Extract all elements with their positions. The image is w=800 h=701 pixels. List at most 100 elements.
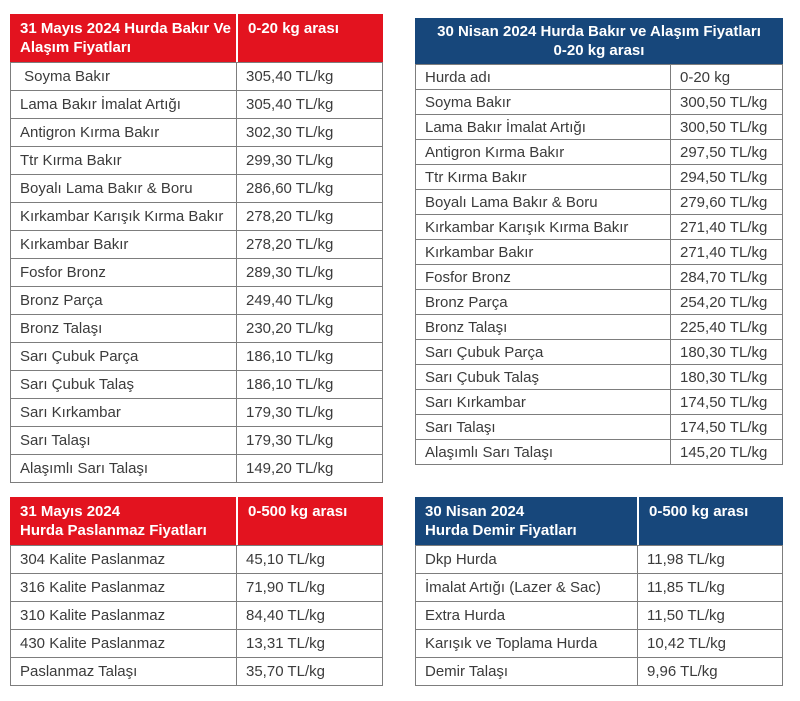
table-row: Antigron Kırma Bakır 302,30 TL/kg <box>10 118 383 147</box>
item-price-cell: 284,70 TL/kg <box>670 264 783 290</box>
table-row: Boyalı Lama Bakır & Boru 286,60 TL/kg <box>10 174 383 203</box>
weight-range-label: 0-20 kg arası <box>553 42 645 59</box>
item-name-cell: Demir Talaşı <box>415 657 638 686</box>
item-price-cell: 294,50 TL/kg <box>670 164 783 190</box>
column-header-row: Hurda adı 0-20 kg <box>415 64 783 90</box>
item-price-cell: 249,40 TL/kg <box>236 286 383 315</box>
item-price-cell: 300,50 TL/kg <box>670 89 783 115</box>
table-row: 430 Kalite Paslanmaz 13,31 TL/kg <box>10 629 383 658</box>
table-title: 31 Mayıs 2024 Hurda Paslanmaz Fiyatları <box>10 497 236 545</box>
table-row: 316 Kalite Paslanmaz 71,90 TL/kg <box>10 573 383 602</box>
item-name-cell: Sarı Kırkambar <box>415 389 671 415</box>
item-price-cell: 302,30 TL/kg <box>236 118 383 147</box>
table-title-line: 30 Nisan 2024 <box>425 503 525 520</box>
table-row: Demir Talaşı 9,96 TL/kg <box>415 657 783 686</box>
table-title-line: 30 Nisan 2024 Hurda Bakır ve Alaşım Fiya… <box>437 23 761 40</box>
table-row: Karışık ve Toplama Hurda 10,42 TL/kg <box>415 629 783 658</box>
table-row: Kırkambar Karışık Kırma Bakır 271,40 TL/k… <box>415 214 783 240</box>
item-name-cell: Sarı Talaşı <box>10 426 237 455</box>
table-row: Dkp Hurda 11,98 TL/kg <box>415 545 783 574</box>
table-row: Paslanmaz Talaşı 35,70 TL/kg <box>10 657 383 686</box>
item-name-cell: Extra Hurda <box>415 601 638 630</box>
table-row: Kırkambar Bakır 278,20 TL/kg <box>10 230 383 259</box>
table-title-line: Alaşım Fiyatları <box>20 39 131 56</box>
item-price-cell: 300,50 TL/kg <box>670 114 783 140</box>
item-price-cell: 35,70 TL/kg <box>236 657 383 686</box>
table-row: Kırkambar Karışık Kırma Bakır 278,20 TL/k… <box>10 202 383 231</box>
item-name-cell: Sarı Çubuk Parça <box>10 342 237 371</box>
item-price-cell: 149,20 TL/kg <box>236 454 383 483</box>
item-name-cell: Ttr Kırma Bakır <box>415 164 671 190</box>
item-name-cell: Antigron Kırma Bakır <box>10 118 237 147</box>
item-price-cell: 230,20 TL/kg <box>236 314 383 343</box>
table-row: Sarı Kırkambar 174,50 TL/kg <box>415 389 783 415</box>
item-price-cell: 186,10 TL/kg <box>236 370 383 399</box>
item-price-cell: 84,40 TL/kg <box>236 601 383 630</box>
item-price-cell: 10,42 TL/kg <box>637 629 783 658</box>
item-name-cell: 310 Kalite Paslanmaz <box>10 601 237 630</box>
price-table: 304 Kalite Paslanmaz 45,10 TL/kg 316 Kalit… <box>10 545 383 686</box>
item-price-cell: 11,50 TL/kg <box>637 601 783 630</box>
item-price-cell: 0-20 kg <box>670 64 783 90</box>
table-title: 31 Mayıs 2024 Hurda Bakır Ve Alaşım Fiya… <box>10 14 236 62</box>
item-price-cell: 11,98 TL/kg <box>637 545 783 574</box>
item-name-cell: Fosfor Bronz <box>415 264 671 290</box>
table-row: Sarı Çubuk Talaş 180,30 TL/kg <box>415 364 783 390</box>
item-price-cell: 278,20 TL/kg <box>236 202 383 231</box>
table-row: Alaşımlı Sarı Talaşı 145,20 TL/kg <box>415 439 783 465</box>
item-name-cell: Soyma Bakır <box>10 62 237 91</box>
table-row: Soyma Bakır 300,50 TL/kg <box>415 89 783 115</box>
item-price-cell: 289,30 TL/kg <box>236 258 383 287</box>
table-row: Sarı Çubuk Parça 180,30 TL/kg <box>415 339 783 365</box>
item-name-cell: Lama Bakır İmalat Artığı <box>10 90 237 119</box>
item-price-cell: 305,40 TL/kg <box>236 90 383 119</box>
table-april-copper-alloy: 30 Nisan 2024 Hurda Bakır ve Alaşım Fiya… <box>415 18 783 465</box>
table-row: Extra Hurda 11,50 TL/kg <box>415 601 783 630</box>
item-price-cell: 305,40 TL/kg <box>236 62 383 91</box>
item-name-cell: Paslanmaz Talaşı <box>10 657 237 686</box>
item-name-cell: Soyma Bakır <box>415 89 671 115</box>
table-header: 30 Nisan 2024 Hurda Bakır ve Alaşım Fiya… <box>415 18 783 64</box>
item-name-cell: 304 Kalite Paslanmaz <box>10 545 237 574</box>
table-row: Boyalı Lama Bakır & Boru 279,60 TL/kg <box>415 189 783 215</box>
item-price-cell: 279,60 TL/kg <box>670 189 783 215</box>
table-row: Ttr Kırma Bakır 294,50 TL/kg <box>415 164 783 190</box>
price-table: Dkp Hurda 11,98 TL/kg İmalat Artığı (Lazer… <box>415 545 783 686</box>
item-name-cell: Sarı Talaşı <box>415 414 671 440</box>
item-name-cell: Kırkambar Karışık Kırma Bakır <box>415 214 671 240</box>
table-row: Lama Bakır İmalat Artığı 300,50 TL/kg <box>415 114 783 140</box>
item-name-cell: Ttr Kırma Bakır <box>10 146 237 175</box>
item-price-cell: 145,20 TL/kg <box>670 439 783 465</box>
table-row: Sarı Talaşı 174,50 TL/kg <box>415 414 783 440</box>
item-price-cell: 180,30 TL/kg <box>670 339 783 365</box>
item-price-cell: 225,40 TL/kg <box>670 314 783 340</box>
table-title-line: Hurda Paslanmaz Fiyatları <box>20 522 207 539</box>
item-name-cell: Lama Bakır İmalat Artığı <box>415 114 671 140</box>
item-price-cell: 299,30 TL/kg <box>236 146 383 175</box>
item-price-cell: 254,20 TL/kg <box>670 289 783 315</box>
item-price-cell: 297,50 TL/kg <box>670 139 783 165</box>
item-price-cell: 174,50 TL/kg <box>670 389 783 415</box>
weight-range-label: 0-500 kg arası <box>236 497 383 545</box>
table-may-copper-alloy: 31 Mayıs 2024 Hurda Bakır Ve Alaşım Fiya… <box>10 14 383 483</box>
item-price-cell: 271,40 TL/kg <box>670 239 783 265</box>
item-name-cell: Alaşımlı Sarı Talaşı <box>415 439 671 465</box>
item-price-cell: 174,50 TL/kg <box>670 414 783 440</box>
item-price-cell: 45,10 TL/kg <box>236 545 383 574</box>
table-title-line: 31 Mayıs 2024 Hurda Bakır Ve <box>20 20 231 37</box>
table-row: Bronz Talaşı 230,20 TL/kg <box>10 314 383 343</box>
item-name-cell: Karışık ve Toplama Hurda <box>415 629 638 658</box>
table-april-iron: 30 Nisan 2024 Hurda Demir Fiyatları 0-50… <box>415 497 783 686</box>
item-price-cell: 71,90 TL/kg <box>236 573 383 602</box>
item-price-cell: 180,30 TL/kg <box>670 364 783 390</box>
item-name-cell: İmalat Artığı (Lazer & Sac) <box>415 573 638 602</box>
item-price-cell: 179,30 TL/kg <box>236 426 383 455</box>
table-row: Bronz Talaşı 225,40 TL/kg <box>415 314 783 340</box>
item-price-cell: 9,96 TL/kg <box>637 657 783 686</box>
item-name-cell: Boyalı Lama Bakır & Boru <box>10 174 237 203</box>
table-title-line: 31 Mayıs 2024 <box>20 503 121 520</box>
table-row: Kırkambar Bakır 271,40 TL/kg <box>415 239 783 265</box>
item-name-cell: Kırkambar Bakır <box>415 239 671 265</box>
table-row: Sarı Talaşı 179,30 TL/kg <box>10 426 383 455</box>
table-row: Sarı Çubuk Parça 186,10 TL/kg <box>10 342 383 371</box>
